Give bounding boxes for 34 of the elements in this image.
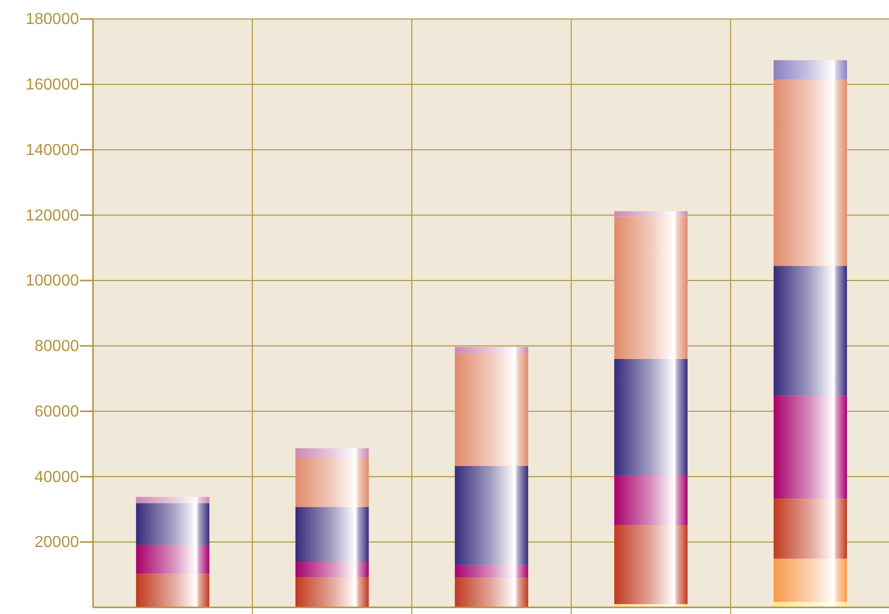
bar	[774, 80, 847, 266]
bar	[774, 558, 847, 602]
bar	[295, 507, 369, 562]
bar	[454, 346, 528, 354]
bar	[295, 577, 369, 608]
bar	[454, 353, 528, 466]
bar	[136, 544, 210, 574]
bar	[136, 574, 210, 608]
bar	[774, 266, 847, 396]
y-tick-label: 80000	[34, 338, 80, 356]
bar	[295, 448, 369, 458]
bar	[136, 503, 210, 545]
bar	[136, 496, 210, 504]
y-tick-label: 160000	[26, 76, 80, 94]
bar	[774, 396, 847, 499]
y-tick-label: 60000	[34, 403, 80, 420]
y-tick-label: 40000	[34, 468, 80, 486]
y-tick-label: 120000	[26, 207, 80, 224]
bar	[774, 498, 847, 559]
bar	[295, 458, 369, 508]
y-tick-label: 140000	[26, 142, 80, 159]
bar	[774, 60, 847, 80]
bar	[614, 216, 688, 359]
bar	[614, 475, 688, 526]
bar	[454, 578, 528, 608]
bar	[454, 466, 528, 565]
y-tick-label: 100000	[26, 272, 80, 290]
y-tick-label: 20000	[34, 534, 80, 552]
bar	[454, 564, 528, 578]
bar	[614, 525, 688, 604]
y-tick-label: 180000	[26, 11, 80, 28]
bar	[614, 211, 688, 217]
bar	[614, 358, 688, 476]
bar	[295, 562, 369, 577]
